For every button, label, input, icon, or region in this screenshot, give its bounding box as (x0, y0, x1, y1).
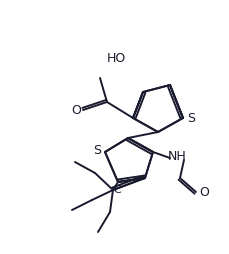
Text: S: S (93, 145, 101, 157)
Text: C: C (113, 185, 120, 195)
Text: O: O (71, 104, 81, 118)
Text: HO: HO (106, 52, 125, 65)
Text: NH: NH (167, 150, 185, 163)
Text: S: S (186, 112, 194, 124)
Text: O: O (198, 185, 208, 198)
